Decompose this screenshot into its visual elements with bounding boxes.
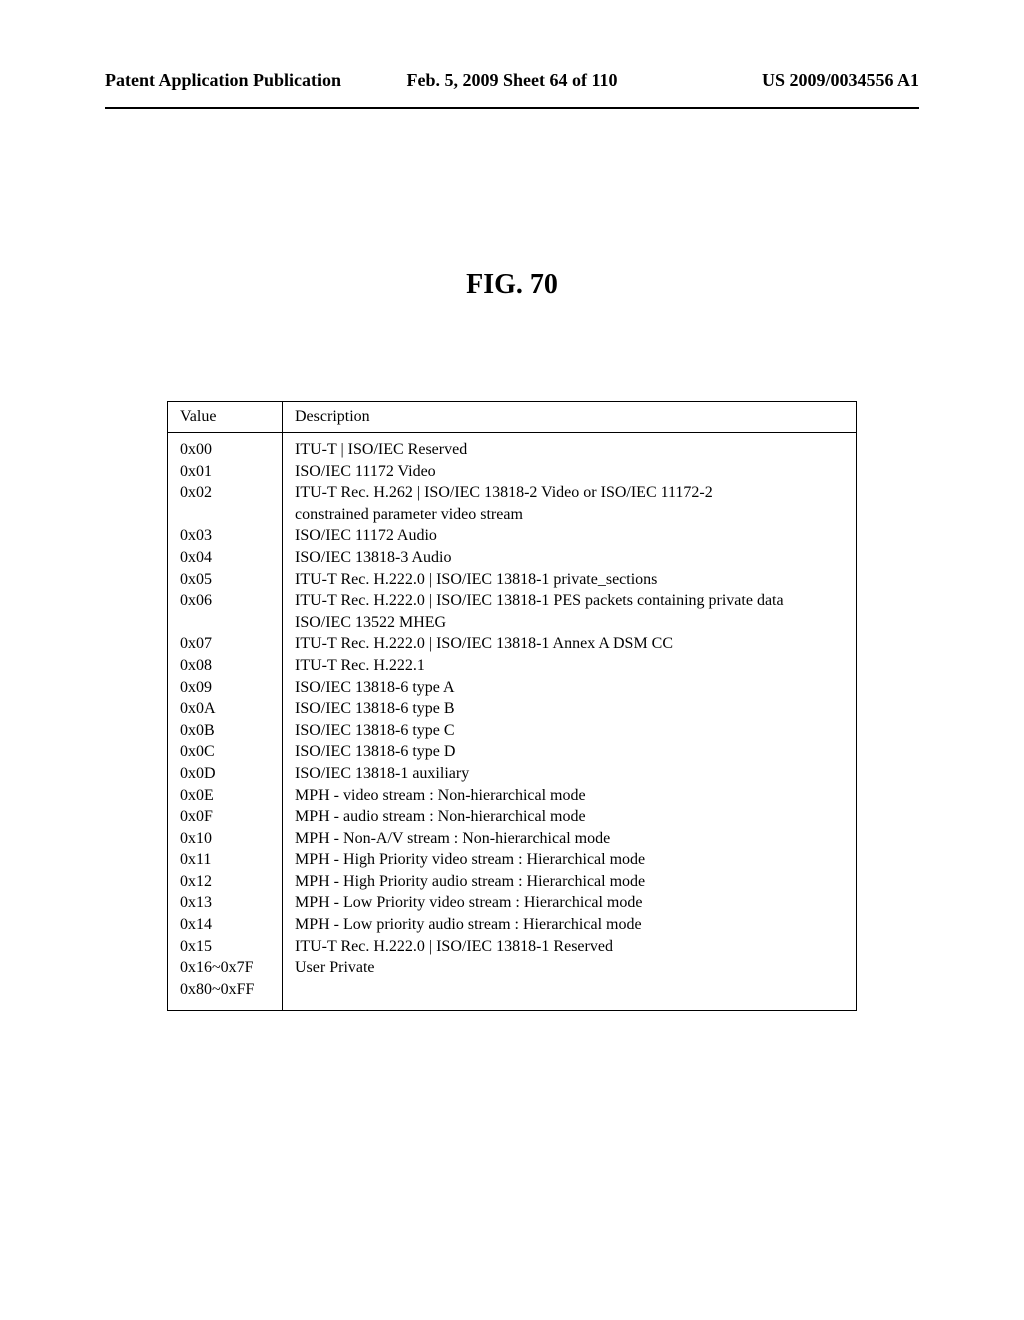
table-row: ITU-T Rec. H.222.0 | ISO/IEC 13818-1 pri… bbox=[295, 569, 846, 591]
table-row: 0x05 bbox=[180, 569, 272, 591]
table-row: ITU-T Rec. H.222.1 bbox=[295, 655, 846, 677]
table-row: 0x16~0x7F bbox=[180, 957, 272, 979]
table-row: ISO/IEC 13818-6 type C bbox=[295, 720, 846, 742]
table-row: MPH - audio stream : Non-hierarchical mo… bbox=[295, 806, 846, 828]
figure-title: FIG. 70 bbox=[105, 269, 919, 301]
table-row: 0x12 bbox=[180, 871, 272, 893]
table-body: 0x00 0x01 0x02 0x03 0x04 0x05 0x06 0x07 … bbox=[168, 433, 856, 1010]
table-row: 0x14 bbox=[180, 914, 272, 936]
table-row: 0x04 bbox=[180, 547, 272, 569]
table-row: 0x03 bbox=[180, 525, 272, 547]
page: Patent Application Publication Feb. 5, 2… bbox=[0, 0, 1024, 1320]
cell-value: 0x06 bbox=[180, 592, 212, 609]
table-row: 0x08 bbox=[180, 655, 272, 677]
table-row: MPH - Low Priority video stream : Hierar… bbox=[295, 892, 846, 914]
table-row: ISO/IEC 13818-6 type D bbox=[295, 741, 846, 763]
table-row: 0x0B bbox=[180, 720, 272, 742]
table-row: ITU-T Rec. H.222.0 | ISO/IEC 13818-1 PES… bbox=[295, 590, 846, 633]
value-column: 0x00 0x01 0x02 0x03 0x04 0x05 0x06 0x07 … bbox=[168, 433, 283, 1010]
table-row: MPH - High Priority video stream : Hiera… bbox=[295, 849, 846, 871]
table-header-row: Value Description bbox=[168, 402, 856, 433]
table-row: ITU-T Rec. H.222.0 | ISO/IEC 13818-1 Ann… bbox=[295, 633, 846, 655]
col-header-description: Description bbox=[283, 402, 856, 432]
cell-value: 0x02 bbox=[180, 484, 212, 501]
table-row: 0x06 bbox=[180, 590, 272, 633]
description-column: ITU-T | ISO/IEC Reserved ISO/IEC 11172 V… bbox=[283, 433, 856, 1010]
table-row: ISO/IEC 13818-6 type A bbox=[295, 677, 846, 699]
table-row: ISO/IEC 13818-6 type B bbox=[295, 698, 846, 720]
table-row: MPH - Low priority audio stream : Hierar… bbox=[295, 914, 846, 936]
table-row: MPH - Non-A/V stream : Non-hierarchical … bbox=[295, 828, 846, 850]
table-row: 0x11 bbox=[180, 849, 272, 871]
table-row: 0x09 bbox=[180, 677, 272, 699]
table-row: 0x02 bbox=[180, 482, 272, 525]
table-row: 0x0E bbox=[180, 785, 272, 807]
col-header-value: Value bbox=[168, 402, 283, 432]
table-row: 0x13 bbox=[180, 892, 272, 914]
table-row: 0x0C bbox=[180, 741, 272, 763]
table-row: ITU-T | ISO/IEC Reserved bbox=[295, 439, 846, 461]
table-row: 0x00 bbox=[180, 439, 272, 461]
header-right-text: US 2009/0034556 A1 bbox=[648, 70, 919, 91]
table-row: ISO/IEC 11172 Video bbox=[295, 461, 846, 483]
table-row: ISO/IEC 13818-3 Audio bbox=[295, 547, 846, 569]
page-header: Patent Application Publication Feb. 5, 2… bbox=[105, 70, 919, 97]
header-center-text: Feb. 5, 2009 Sheet 64 of 110 bbox=[376, 70, 647, 91]
table-row: ITU-T Rec. H.262 | ISO/IEC 13818-2 Video… bbox=[295, 482, 846, 525]
table-row: ISO/IEC 13818-1 auxiliary bbox=[295, 763, 846, 785]
table-row: MPH - video stream : Non-hierarchical mo… bbox=[295, 785, 846, 807]
table-row: 0x10 bbox=[180, 828, 272, 850]
table-row: 0x0F bbox=[180, 806, 272, 828]
table-row: MPH - High Priority audio stream : Hiera… bbox=[295, 871, 846, 893]
table-row: User Private bbox=[295, 957, 846, 979]
table-row: 0x01 bbox=[180, 461, 272, 483]
table-row: 0x80~0xFF bbox=[180, 979, 272, 1001]
stream-type-table: Value Description 0x00 0x01 0x02 0x03 0x… bbox=[167, 401, 857, 1011]
table-row: 0x07 bbox=[180, 633, 272, 655]
table-row: ITU-T Rec. H.222.0 | ISO/IEC 13818-1 Res… bbox=[295, 936, 846, 958]
header-left-text: Patent Application Publication bbox=[105, 70, 376, 91]
header-divider bbox=[105, 107, 919, 109]
table-row: ISO/IEC 11172 Audio bbox=[295, 525, 846, 547]
table-row: 0x15 bbox=[180, 936, 272, 958]
table-row: 0x0A bbox=[180, 698, 272, 720]
table-row: 0x0D bbox=[180, 763, 272, 785]
